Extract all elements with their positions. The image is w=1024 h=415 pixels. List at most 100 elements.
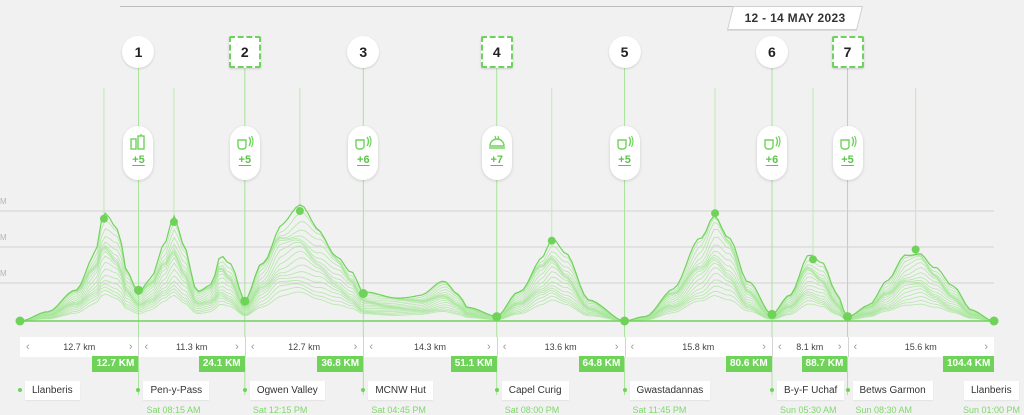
- segment-distance: 11.3 km: [175, 342, 208, 352]
- chevron-right-icon[interactable]: ›: [128, 341, 133, 353]
- ridgeline: [19, 287, 995, 322]
- segment-cell[interactable]: ‹ 12.7 km ›: [245, 337, 363, 357]
- segment-cell[interactable]: ‹ 15.8 km ›: [625, 337, 772, 357]
- hot-drink-icon: [354, 134, 372, 150]
- summit-marker: [295, 207, 304, 215]
- segment-cell[interactable]: ‹ 15.6 km ›: [848, 337, 994, 357]
- stage-marker-4[interactable]: 4: [480, 36, 513, 68]
- chevron-left-icon[interactable]: ‹: [630, 341, 635, 353]
- segment-cell[interactable]: ‹ 11.3 km ›: [138, 337, 244, 357]
- segment-cell[interactable]: ‹ 8.1 km ›: [772, 337, 848, 357]
- stage-marker-7[interactable]: 7: [831, 36, 864, 68]
- hot-drink-icon: [763, 134, 781, 150]
- cumulative-distance-tag: 51.1 KM: [450, 356, 497, 372]
- hot-drink-icon: [839, 134, 857, 150]
- header-rule: [120, 6, 862, 7]
- chevron-right-icon[interactable]: ›: [762, 341, 766, 353]
- location-label[interactable]: Betws Garmon: [852, 381, 933, 400]
- stage-marker-2[interactable]: 2: [228, 36, 261, 68]
- aid-station-badge[interactable]: +5: [229, 126, 260, 180]
- location-dot: [845, 388, 850, 392]
- aid-station-count: +5: [841, 154, 854, 166]
- ridgeline: [19, 273, 995, 322]
- location-label[interactable]: B-y-F Uchaf: [776, 381, 845, 400]
- chevron-right-icon[interactable]: ›: [614, 341, 619, 353]
- cumulative-distance-tag: 80.6 KM: [725, 356, 772, 372]
- location-time: Sat 11:45 PM: [632, 405, 687, 415]
- chevron-right-icon[interactable]: ›: [353, 341, 358, 353]
- location-label[interactable]: Capel Curig: [501, 381, 569, 400]
- chevron-right-icon[interactable]: ›: [235, 341, 239, 353]
- chevron-right-icon[interactable]: ›: [487, 341, 491, 353]
- location-time: Sat 08:15 AM: [146, 405, 201, 415]
- ridgeline: [19, 204, 995, 322]
- aid-station-count: +5: [132, 154, 145, 166]
- location-dot: [494, 388, 499, 392]
- chevron-left-icon[interactable]: ‹: [144, 341, 149, 353]
- checkpoint-dot: [620, 316, 630, 326]
- checkpoint-dot: [989, 316, 999, 326]
- ridgeline: [19, 279, 995, 322]
- chevron-left-icon[interactable]: ‹: [853, 341, 858, 353]
- segment-cell[interactable]: ‹ 14.3 km ›: [363, 337, 496, 357]
- aid-station-badge[interactable]: +6: [756, 126, 787, 180]
- ridgeline: [19, 221, 995, 322]
- chevron-left-icon[interactable]: ‹: [369, 341, 373, 353]
- location-dot: [18, 388, 22, 392]
- segment-cell[interactable]: ‹ 12.7 km ›: [20, 337, 138, 357]
- location-label[interactable]: Pen-y-Pass: [143, 381, 210, 400]
- segment-divider: [624, 337, 626, 357]
- chevron-right-icon[interactable]: ›: [984, 341, 988, 353]
- summit-marker: [911, 245, 920, 254]
- aid-station-badge[interactable]: +5: [609, 126, 640, 180]
- chevron-left-icon[interactable]: ‹: [502, 341, 507, 353]
- aid-station-badge[interactable]: +7: [481, 126, 512, 180]
- aid-station-badge[interactable]: +5: [123, 126, 154, 180]
- stage-marker-5[interactable]: 5: [608, 36, 641, 68]
- summit-marker: [169, 218, 178, 226]
- segment-cell[interactable]: ‹ 13.6 km ›: [497, 337, 625, 357]
- location-dot: [361, 388, 366, 392]
- aid-station-badge[interactable]: +5: [832, 126, 863, 180]
- location-time: Sat 12:15 PM: [252, 405, 308, 415]
- cumulative-distance-tag: 104.4 KM: [943, 356, 995, 372]
- location-label[interactable]: Llanberis: [25, 381, 80, 400]
- chevron-left-icon[interactable]: ‹: [26, 341, 30, 353]
- chevron-left-icon[interactable]: ‹: [777, 341, 782, 353]
- aid-station-count: +7: [490, 154, 503, 166]
- segment-distance: 12.7 km: [288, 342, 321, 352]
- ridgeline: [19, 283, 995, 322]
- segment-distance-bar: [20, 337, 994, 357]
- checkpoint-dot: [358, 289, 368, 298]
- segment-distance: 15.8 km: [682, 342, 715, 352]
- checkpoint-dot: [843, 312, 853, 322]
- location-dot: [769, 388, 774, 392]
- elevation-tick-label: M: [0, 269, 7, 278]
- location-dot: [136, 388, 141, 392]
- location-time: Sun 01:00 PM: [963, 405, 1021, 415]
- location-label[interactable]: Ogwen Valley: [249, 381, 325, 400]
- hot-drink-icon: [236, 134, 254, 150]
- checkpoint-dot: [15, 316, 25, 326]
- segment-distance: 15.6 km: [904, 342, 937, 352]
- ridgeline: [19, 217, 995, 322]
- hot-meal-icon: [488, 134, 506, 150]
- segment-distance: 14.3 km: [414, 342, 447, 352]
- stage-marker-6[interactable]: 6: [755, 36, 788, 68]
- location-label[interactable]: MCNW Hut: [368, 381, 433, 400]
- chevron-left-icon[interactable]: ‹: [250, 341, 255, 353]
- stage-marker-3[interactable]: 3: [347, 36, 380, 68]
- location-label[interactable]: Gwastadannas: [629, 381, 711, 400]
- ridgeline: [19, 239, 995, 322]
- stage-marker-1[interactable]: 1: [122, 36, 155, 68]
- chevron-right-icon[interactable]: ›: [837, 341, 842, 353]
- checkpoint-dot: [133, 285, 143, 295]
- elevation-tick-label: M: [0, 233, 7, 242]
- location-label[interactable]: Llanberis: [964, 381, 1019, 400]
- stage-number: 2: [240, 44, 249, 60]
- location-dot: [242, 388, 247, 392]
- cumulative-distance-tag: 88.7 KM: [801, 356, 848, 372]
- segment-divider: [847, 337, 849, 357]
- aid-station-badge[interactable]: +6: [348, 126, 379, 180]
